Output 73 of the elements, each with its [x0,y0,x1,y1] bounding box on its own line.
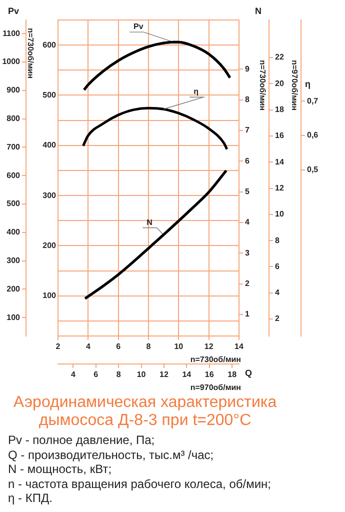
y3-axis-title: η [305,79,310,90]
line-series [82,106,228,150]
y2-tick-label: 3 [245,248,250,258]
x-tick-label: 8 [146,342,152,352]
y-tick-label: 400 [42,140,57,150]
y-tick-label: 500 [6,199,21,208]
x-tick-label: 12 [204,342,214,352]
y2-tick-label: 18 [275,105,284,114]
x-tick-label: 16 [204,370,214,380]
text: Q - производительность, тыс.м³ /час; [8,448,215,462]
y-tick-label: 900 [6,86,21,95]
y2-tick-label: 2 [275,314,280,324]
x-tick-label: 10 [136,370,146,380]
y-axis-title: Pv [8,6,20,16]
y-tick-label: 700 [6,142,21,152]
y2-tick-label: 6 [245,156,250,166]
x-tick-label: 4 [86,342,91,352]
y-tick-label: 1000 [2,57,21,66]
y-tick-label: 300 [42,190,57,200]
y-tick-label: 200 [42,240,57,250]
y2-tick-label: 1 [245,310,250,319]
y2-tick-label: 4 [245,218,250,227]
y-tick-label: 100 [6,312,21,322]
x-tick-label: 6 [94,370,99,380]
y-tick-label: 500 [42,90,57,100]
text: n=730об/мин [190,355,242,364]
y-tick-label: 1100 [2,28,21,38]
text: η - КПД. [8,491,54,506]
text: n=970об/мин [290,60,299,111]
text: n=730об/мин [26,28,35,79]
x-axis-title: Q [245,368,252,378]
x-tick-label: 18 [228,370,238,380]
x-tick-label: 12 [160,370,169,380]
y2-tick-label: 4 [275,288,280,298]
y2-tick-label: 6 [275,262,280,271]
text: Аэродинамическая характеристика дымососа Д-8-3 при t=200°C [12,394,278,430]
x-tick-label: 2 [56,342,61,352]
text: N - мощность, кВт; [8,462,113,476]
text: η [194,87,199,96]
text: Pv [134,22,144,32]
y-tick-label: 400 [6,228,21,237]
y2-tick-label: 2 [245,279,250,288]
x-tick-label: 6 [116,342,122,352]
y-tick-label: 600 [42,40,57,50]
text: Pv - полное давление, Па; [8,433,156,448]
x-tick-label: 10 [174,342,184,352]
x-tick-label: 4 [70,370,76,380]
y2-tick-label: 10 [275,210,284,219]
y-tick-label: 800 [6,114,21,124]
x-tick-label: 14 [234,342,244,352]
text: n=970об/мин [190,383,242,392]
y2-tick-label: 7 [245,126,250,135]
y3-tick-label: 0,7 [307,96,319,106]
text: n=730об/мин [258,60,267,111]
y2-tick-label: 9 [245,64,250,74]
y2-tick-label: 14 [275,157,284,166]
y3-tick-label: 0,6 [307,130,319,140]
y2-tick-label: 20 [275,78,284,88]
y2-tick-label: 12 [275,183,284,192]
y2-tick-label: 22 [275,52,284,62]
x-tick-label: 14 [182,370,192,380]
y-tick-label: 200 [6,284,21,294]
y-tick-label: 600 [6,170,21,180]
y2-axis-title: N [255,6,262,16]
y2-tick-label: 5 [245,187,250,196]
x-tick-label: 8 [116,370,122,380]
y2-tick-label: 8 [245,94,250,104]
y-tick-label: 300 [6,256,21,266]
y2-tick-label: 16 [275,131,284,140]
y3-tick-label: 0,5 [307,164,319,174]
y-tick-label: 100 [42,291,57,300]
text: n - частота вращения рабочего колеса, об/мин; [8,476,272,491]
y2-tick-label: 8 [275,236,280,245]
